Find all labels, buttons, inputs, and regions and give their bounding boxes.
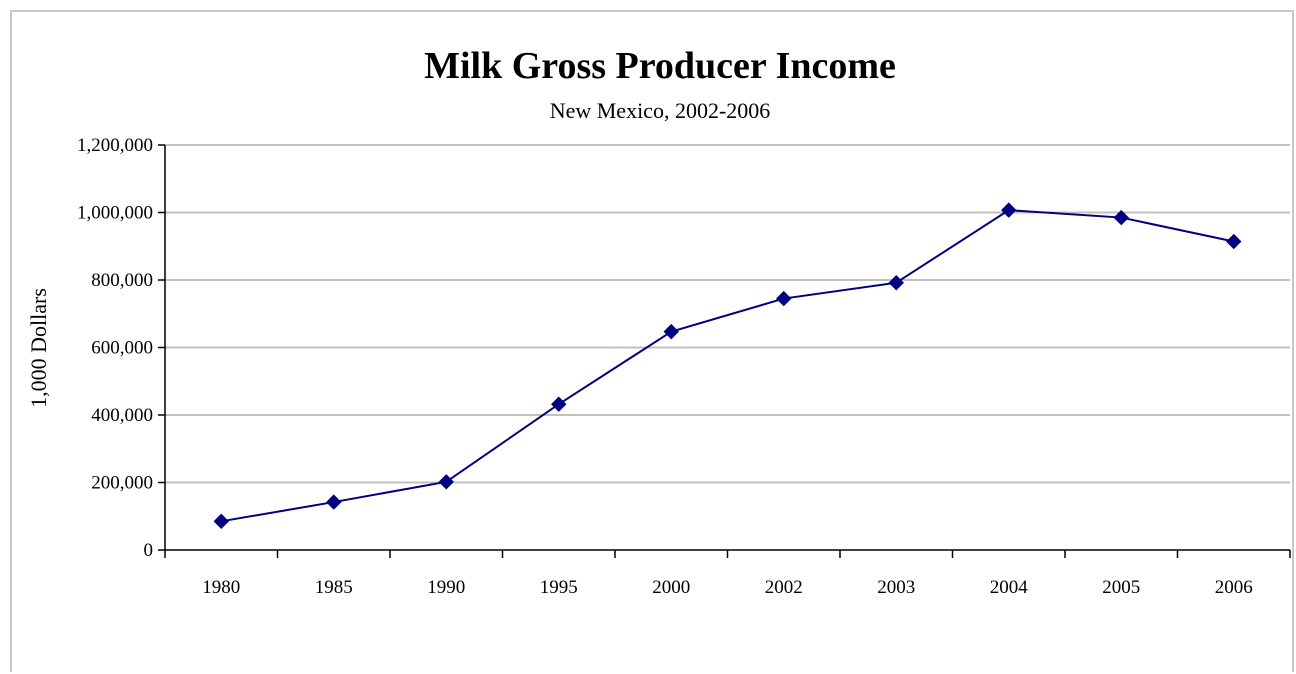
y-tick-label: 800,000 <box>91 270 153 291</box>
y-axis-title: 1,000 Dollars <box>26 288 51 408</box>
x-tick-label: 1995 <box>540 577 578 598</box>
data-point-marker <box>213 513 229 530</box>
chart-frame <box>10 10 1294 672</box>
data-markers <box>213 202 1242 530</box>
chart-subtitle: New Mexico, 2002-2006 <box>550 98 771 123</box>
data-point-marker <box>776 290 792 307</box>
series-line-group <box>221 209 1234 523</box>
axes: 0 200,000 400,000 600,000 800,000 1,000,000 1,… <box>77 135 1291 598</box>
x-tick-label: 2005 <box>1102 577 1140 598</box>
data-point-marker <box>326 494 342 510</box>
y-tick-label: 1,200,000 <box>77 135 153 156</box>
x-tick-label: 2006 <box>1215 577 1253 598</box>
y-tick-label: 600,000 <box>91 338 153 359</box>
data-point-marker <box>663 323 679 340</box>
x-tick-label: 1990 <box>427 577 465 598</box>
x-tick-label: 1980 <box>202 577 240 598</box>
series-line <box>221 209 1234 523</box>
x-tick-label: 2003 <box>877 577 915 598</box>
x-tick-label: 1985 <box>315 577 353 598</box>
data-point-marker <box>1226 233 1242 250</box>
y-tick-label: 1,000,000 <box>77 203 153 224</box>
data-point-marker <box>438 474 454 490</box>
x-tick-label: 2004 <box>990 577 1029 598</box>
gridlines <box>165 144 1290 484</box>
y-tick-label: 0 <box>144 540 154 561</box>
chart-title: Milk Gross Producer Income <box>424 45 896 87</box>
y-tick-label: 400,000 <box>91 405 153 426</box>
data-point-marker <box>888 274 904 291</box>
data-point-marker <box>1113 209 1129 226</box>
x-tick-label: 2000 <box>652 577 690 598</box>
y-tick-label: 200,000 <box>91 473 153 494</box>
data-point-marker <box>1001 202 1017 218</box>
data-point-marker <box>551 396 567 412</box>
x-tick-label: 2002 <box>765 577 803 598</box>
